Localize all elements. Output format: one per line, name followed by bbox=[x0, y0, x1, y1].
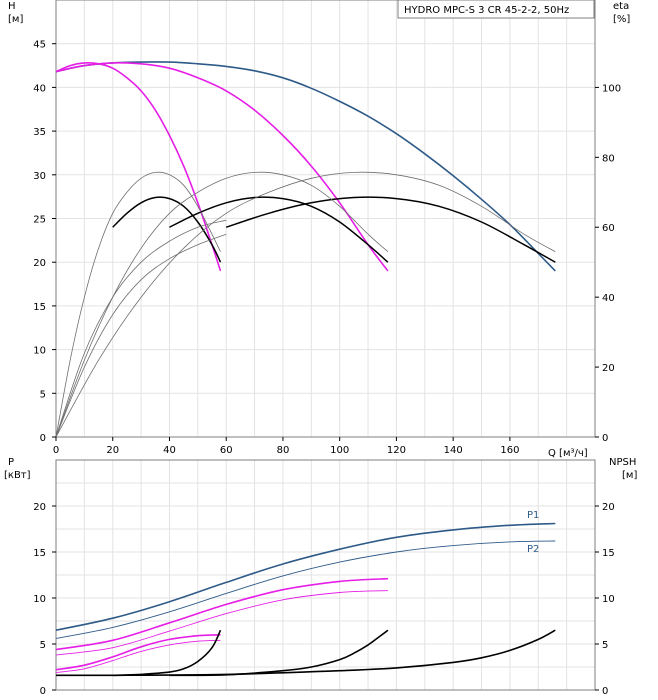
p-tick-label: 10 bbox=[33, 594, 46, 605]
p-tick-label: 20 bbox=[33, 502, 46, 513]
series-h-3-pumps bbox=[55, 61, 556, 272]
x-tick-label: 20 bbox=[106, 445, 119, 456]
p-tick-label: 15 bbox=[33, 548, 46, 559]
series-p1-1-pump bbox=[55, 634, 221, 671]
series-p2 bbox=[55, 540, 556, 639]
series-npsh-3-pumps bbox=[112, 629, 556, 677]
y-left-tick-label: 35 bbox=[33, 127, 46, 138]
power-npsh-panel: 0 0 5 5 10 10 15 15 20 20 bbox=[33, 459, 615, 697]
x-tick-label: 120 bbox=[387, 445, 406, 456]
series-h-2-pumps bbox=[55, 61, 389, 272]
y-right-tick-label: 80 bbox=[602, 153, 615, 164]
x-tick-label: 60 bbox=[220, 445, 233, 456]
power-axis-ticks: 0 0 5 5 10 10 15 15 20 20 bbox=[33, 502, 614, 697]
head-efficiency-curves bbox=[55, 61, 556, 438]
y-left-tick-label: 40 bbox=[33, 83, 46, 94]
y-right-label-symbol: eta bbox=[613, 1, 629, 12]
y-left-tick-label: 25 bbox=[33, 215, 46, 226]
p2-curve-label: P2 bbox=[527, 544, 539, 555]
npsh-tick-label: 10 bbox=[602, 594, 615, 605]
y-right-tick-label: 40 bbox=[602, 293, 615, 304]
y-right-tick-label: 60 bbox=[602, 223, 615, 234]
series-p1 bbox=[55, 522, 556, 631]
x-tick-label: 0 bbox=[53, 445, 59, 456]
power-npsh-curves bbox=[55, 522, 556, 677]
title-box bbox=[397, 0, 595, 19]
y-left-label-unit: [м] bbox=[8, 14, 23, 25]
series-p1-2-pumps bbox=[55, 577, 388, 651]
y-left-tick-label: 0 bbox=[40, 433, 46, 444]
series-npsh-2-pumps bbox=[169, 629, 389, 677]
series-p2-2-pumps bbox=[55, 590, 388, 656]
p-tick-label: 5 bbox=[40, 640, 46, 651]
npsh-axis-label-unit: [м] bbox=[622, 470, 637, 481]
y-left-tick-label: 20 bbox=[33, 258, 46, 269]
series-h-1-pump bbox=[55, 61, 222, 272]
x-tick-label: 40 bbox=[163, 445, 176, 456]
series-p2-1-pump bbox=[55, 639, 221, 673]
y-right-tick-label: 20 bbox=[602, 363, 615, 374]
series-eta-rise-thin-2 bbox=[55, 233, 227, 438]
y-left-tick-label: 45 bbox=[33, 40, 46, 51]
head-axis-ticks: 0 20 40 60 80 100 120 140 160 0 5 10 15 20 25 30 35 40 45 0… bbox=[33, 40, 621, 456]
x-axis-label: Q [м³/ч] bbox=[548, 448, 588, 459]
p-tick-label: 0 bbox=[40, 686, 46, 697]
series-eta-1-pump bbox=[112, 196, 222, 263]
series-npsh-1-pump bbox=[55, 629, 222, 677]
npsh-tick-label: 0 bbox=[602, 686, 608, 697]
y-right-label-unit: [%] bbox=[613, 14, 630, 25]
chart-title: HYDRO MPC-S 3 CR 45-2-2, 50Hz bbox=[404, 5, 569, 16]
y-left-tick-label: 30 bbox=[33, 171, 46, 182]
series-eta-3-pumps bbox=[225, 196, 556, 263]
power-grid bbox=[56, 460, 595, 690]
npsh-tick-label: 20 bbox=[602, 502, 615, 513]
x-tick-label: 160 bbox=[500, 445, 519, 456]
npsh-tick-label: 5 bbox=[602, 640, 608, 651]
series-eta-1-pump-thin bbox=[55, 171, 221, 438]
power-plot-frame bbox=[55, 459, 596, 691]
y-left-tick-label: 10 bbox=[33, 346, 46, 357]
head-grid bbox=[56, 0, 595, 437]
x-tick-label: 100 bbox=[330, 445, 349, 456]
y-left-tick-label: 15 bbox=[33, 302, 46, 313]
series-eta-rise-thin-1 bbox=[55, 219, 227, 438]
x-tick-label: 140 bbox=[444, 445, 463, 456]
series-eta-2-pumps-thin bbox=[55, 171, 389, 438]
p-axis-label-unit: [кВт] bbox=[4, 470, 31, 481]
x-tick-label: 80 bbox=[277, 445, 290, 456]
series-eta-2-pumps bbox=[169, 196, 389, 263]
y-left-label-symbol: H bbox=[8, 1, 16, 12]
y-left-tick-label: 5 bbox=[40, 389, 46, 400]
npsh-tick-label: 15 bbox=[602, 548, 615, 559]
p1-curve-label: P1 bbox=[527, 510, 539, 521]
y-right-tick-label: 100 bbox=[602, 83, 621, 94]
y-right-tick-label: 0 bbox=[602, 433, 608, 444]
head-efficiency-panel: 0 20 40 60 80 100 120 140 160 0 5 10 15 20 25 30 35 40 45 0… bbox=[33, 0, 621, 456]
p-axis-label-symbol: P bbox=[8, 457, 14, 468]
series-eta-3-pumps-thin bbox=[55, 171, 556, 438]
npsh-axis-label-symbol: NPSH bbox=[609, 457, 636, 468]
